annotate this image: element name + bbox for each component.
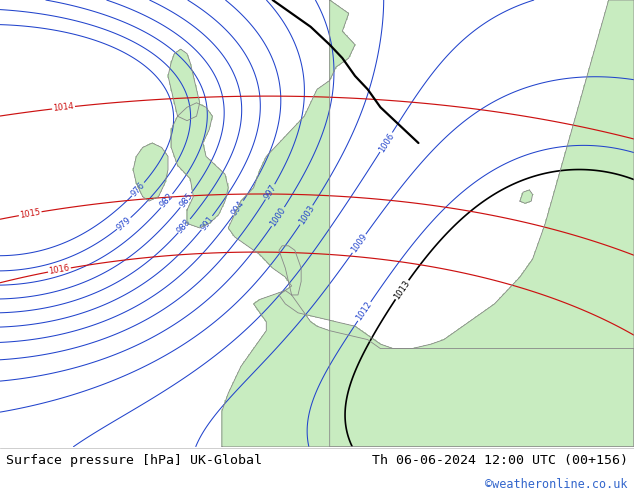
- Text: 1006: 1006: [377, 131, 396, 153]
- Text: 976: 976: [129, 180, 147, 198]
- Text: 1016: 1016: [48, 264, 70, 276]
- Text: 982: 982: [158, 192, 176, 210]
- Text: 1000: 1000: [269, 205, 288, 228]
- Text: 988: 988: [176, 217, 193, 235]
- Text: 1014: 1014: [53, 102, 75, 113]
- Text: 1009: 1009: [349, 232, 369, 255]
- Text: 985: 985: [178, 191, 195, 209]
- Text: 997: 997: [262, 183, 278, 201]
- Text: 979: 979: [115, 215, 133, 232]
- Text: Surface pressure [hPa] UK-Global: Surface pressure [hPa] UK-Global: [6, 454, 262, 467]
- Text: Th 06-06-2024 12:00 UTC (00+156): Th 06-06-2024 12:00 UTC (00+156): [372, 454, 628, 467]
- Text: 1013: 1013: [392, 278, 411, 301]
- Text: 994: 994: [230, 199, 247, 217]
- Text: 991: 991: [198, 214, 216, 232]
- Text: 1015: 1015: [19, 207, 41, 220]
- Text: 1012: 1012: [354, 300, 374, 322]
- Text: ©weatheronline.co.uk: ©weatheronline.co.uk: [485, 478, 628, 490]
- Text: 1003: 1003: [297, 204, 316, 226]
